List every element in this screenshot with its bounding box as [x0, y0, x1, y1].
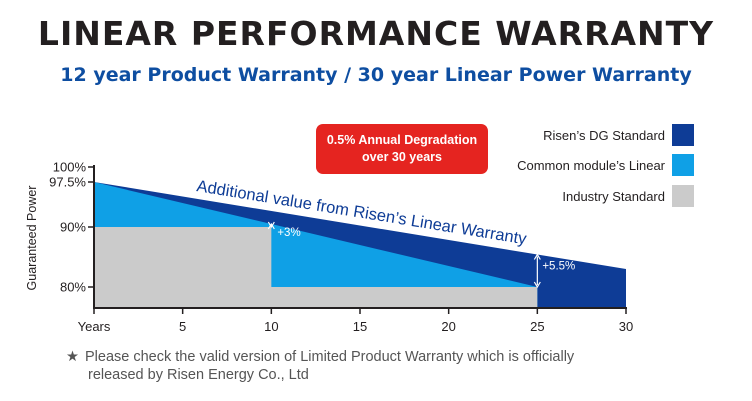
- delta-label-25: +5.5%: [542, 261, 575, 273]
- x-tick-label: 30: [619, 319, 633, 334]
- delta-arrow-10: [267, 221, 275, 230]
- page-title: LINEAR PERFORMANCE WARRANTY: [37, 14, 715, 53]
- callout-line-1: 0.5% Annual Degradation: [327, 133, 477, 147]
- y-tick-label: 80%: [60, 280, 86, 295]
- legend-swatch-common: [672, 154, 694, 176]
- x-tick-label: 20: [441, 319, 455, 334]
- callout-line-2: over 30 years: [362, 150, 442, 164]
- x-tick-label: 25: [530, 319, 544, 334]
- y-tick-label: 90%: [60, 220, 86, 235]
- legend-label-common: Common module’s Linear: [517, 158, 666, 173]
- delta-arrow-head: [533, 281, 541, 289]
- degradation-callout: [316, 124, 488, 174]
- footnote-line-1: Please check the valid version of Limite…: [85, 349, 575, 365]
- legend-swatch-dg: [672, 124, 694, 146]
- area-industry-standard: [94, 227, 538, 308]
- star-icon: ★: [66, 349, 79, 365]
- delta-label-10: +3%: [277, 227, 300, 239]
- x-tick-label: 10: [264, 319, 278, 334]
- x-tick-label: 5: [179, 319, 186, 334]
- legend-swatch-industry: [672, 185, 694, 207]
- delta-arrow-head: [267, 221, 275, 229]
- x-tick-label: 15: [353, 319, 367, 334]
- y-axis-title: Guaranteed Power: [25, 186, 39, 291]
- legend-label-dg: Risen’s DG Standard: [543, 128, 665, 143]
- y-tick-label: 97.5%: [49, 175, 86, 190]
- legend-label-industry: Industry Standard: [562, 189, 665, 204]
- page-subtitle: 12 year Product Warranty / 30 year Linea…: [60, 64, 692, 86]
- y-tick-label: 100%: [53, 160, 87, 175]
- delta-arrow-25: [533, 253, 541, 289]
- footnote: ★ Please check the valid version of Limit…: [66, 348, 706, 384]
- legend: Risen’s DG Standard Common module’s Line…: [517, 124, 694, 207]
- delta-arrow-head: [533, 253, 541, 260]
- delta-arrow-head: [267, 222, 275, 230]
- footnote-line-2: released by Risen Energy Co., Ltd: [88, 367, 309, 383]
- x-tick-label: Years: [78, 319, 111, 334]
